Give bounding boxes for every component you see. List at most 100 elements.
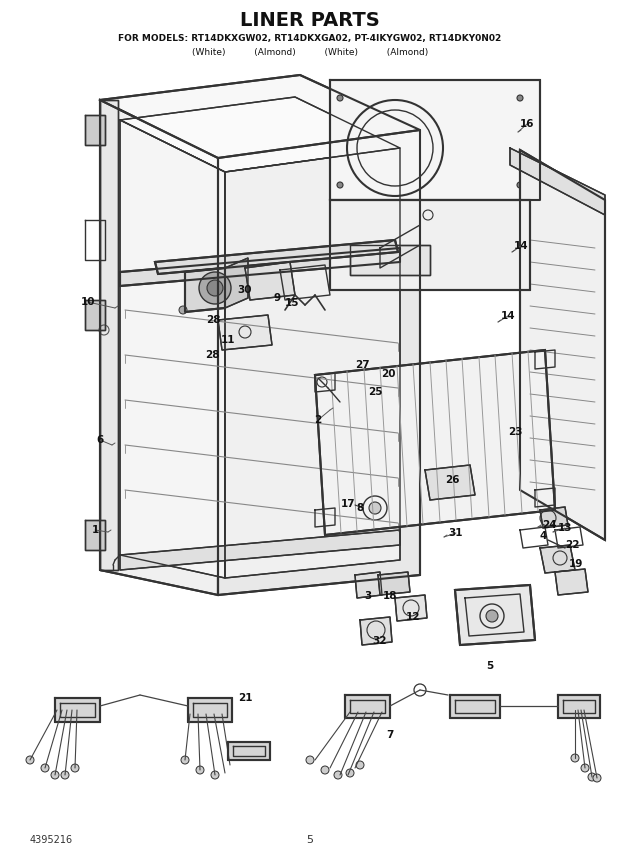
Circle shape — [26, 756, 34, 764]
Polygon shape — [155, 240, 398, 274]
Circle shape — [71, 764, 79, 772]
Polygon shape — [225, 258, 248, 308]
Text: 22: 22 — [565, 540, 579, 550]
Polygon shape — [330, 80, 540, 200]
Text: 23: 23 — [508, 427, 522, 437]
Circle shape — [517, 182, 523, 188]
Polygon shape — [228, 742, 270, 760]
Text: 20: 20 — [381, 369, 396, 379]
Text: 4: 4 — [539, 531, 547, 541]
Polygon shape — [85, 300, 105, 330]
Text: 12: 12 — [405, 612, 420, 622]
Circle shape — [211, 771, 219, 779]
Circle shape — [517, 95, 523, 101]
Circle shape — [346, 769, 354, 777]
Text: 31: 31 — [449, 528, 463, 538]
Circle shape — [588, 773, 596, 781]
Circle shape — [321, 766, 329, 774]
Text: FOR MODELS: RT14DKXGW02, RT14DKXGA02, PT-4IKYGW02, RT14DKY0N02: FOR MODELS: RT14DKXGW02, RT14DKXGA02, PT… — [118, 33, 502, 43]
Text: 1: 1 — [91, 525, 99, 535]
Circle shape — [61, 771, 69, 779]
Polygon shape — [425, 465, 475, 500]
Polygon shape — [85, 115, 105, 145]
Polygon shape — [100, 100, 218, 595]
Circle shape — [369, 502, 381, 514]
Text: 18: 18 — [383, 591, 397, 601]
Polygon shape — [555, 569, 588, 595]
Circle shape — [593, 774, 601, 782]
Circle shape — [181, 756, 189, 764]
Polygon shape — [120, 97, 400, 172]
Polygon shape — [85, 520, 105, 550]
Polygon shape — [540, 507, 568, 528]
Circle shape — [306, 756, 314, 764]
Polygon shape — [225, 148, 400, 578]
Polygon shape — [218, 315, 272, 350]
Polygon shape — [510, 148, 605, 215]
Polygon shape — [188, 698, 232, 722]
Polygon shape — [100, 75, 420, 158]
Text: 17: 17 — [340, 499, 355, 509]
Polygon shape — [450, 695, 500, 718]
Polygon shape — [185, 268, 225, 312]
Circle shape — [41, 764, 49, 772]
Text: (White)          (Almond)          (White)          (Almond): (White) (Almond) (White) (Almond) — [192, 47, 428, 56]
Polygon shape — [100, 100, 118, 570]
Text: 26: 26 — [445, 475, 459, 485]
Polygon shape — [330, 200, 530, 290]
Circle shape — [207, 280, 223, 296]
Text: 28: 28 — [205, 350, 219, 360]
Text: 2: 2 — [314, 415, 322, 425]
Text: 21: 21 — [237, 693, 252, 703]
Text: 30: 30 — [237, 285, 252, 295]
Circle shape — [334, 771, 342, 779]
Text: 19: 19 — [569, 559, 583, 569]
Text: 28: 28 — [206, 315, 220, 325]
Text: 9: 9 — [273, 293, 281, 303]
Polygon shape — [350, 245, 430, 275]
Circle shape — [179, 306, 187, 314]
Circle shape — [337, 182, 343, 188]
Circle shape — [199, 272, 231, 304]
Polygon shape — [315, 350, 555, 535]
Circle shape — [571, 754, 579, 762]
Text: 27: 27 — [355, 360, 370, 370]
Polygon shape — [345, 695, 390, 718]
Text: 3: 3 — [365, 591, 371, 601]
Polygon shape — [455, 585, 535, 645]
Text: 15: 15 — [285, 298, 299, 308]
Text: 4395216: 4395216 — [30, 835, 73, 845]
Text: 6: 6 — [96, 435, 104, 445]
Text: 5: 5 — [306, 835, 314, 845]
Text: 10: 10 — [81, 297, 95, 307]
Polygon shape — [360, 617, 392, 645]
Polygon shape — [245, 262, 295, 300]
Polygon shape — [55, 698, 100, 722]
Polygon shape — [378, 572, 410, 595]
Polygon shape — [355, 572, 382, 598]
Polygon shape — [120, 248, 400, 286]
Circle shape — [51, 771, 59, 779]
Text: 7: 7 — [386, 730, 394, 740]
Circle shape — [196, 766, 204, 774]
Circle shape — [356, 761, 364, 769]
Circle shape — [581, 764, 589, 772]
Text: LINER PARTS: LINER PARTS — [240, 10, 380, 29]
Text: 14: 14 — [501, 311, 515, 321]
Polygon shape — [120, 120, 225, 578]
Text: 8: 8 — [356, 503, 363, 513]
Text: 25: 25 — [368, 387, 383, 397]
Text: 13: 13 — [558, 523, 572, 533]
Circle shape — [337, 95, 343, 101]
Text: 5: 5 — [486, 661, 494, 671]
Polygon shape — [558, 695, 600, 718]
Polygon shape — [540, 545, 575, 573]
Text: 11: 11 — [221, 335, 235, 345]
Polygon shape — [120, 530, 400, 570]
Text: 14: 14 — [514, 241, 528, 251]
Text: 32: 32 — [373, 636, 388, 646]
Polygon shape — [218, 130, 420, 595]
Circle shape — [486, 610, 498, 622]
Polygon shape — [520, 150, 605, 540]
Text: 16: 16 — [520, 119, 534, 129]
